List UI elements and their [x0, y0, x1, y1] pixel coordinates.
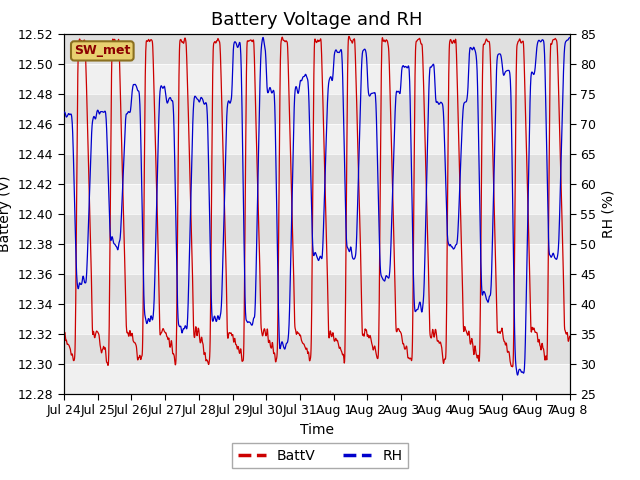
Bar [64, 363, 570, 394]
Title: Battery Voltage and RH: Battery Voltage and RH [211, 11, 422, 29]
Y-axis label: RH (%): RH (%) [602, 190, 616, 238]
X-axis label: Time: Time [300, 422, 334, 437]
Bar [64, 34, 570, 63]
Y-axis label: Battery (V): Battery (V) [0, 175, 12, 252]
Bar [64, 303, 570, 334]
Bar [64, 243, 570, 274]
Bar [64, 334, 570, 363]
Text: SW_met: SW_met [74, 44, 131, 58]
Bar [64, 183, 570, 214]
Bar [64, 94, 570, 123]
Bar [64, 154, 570, 183]
Bar [64, 214, 570, 243]
Bar [64, 63, 570, 94]
Bar [64, 123, 570, 154]
Legend: BattV, RH: BattV, RH [232, 443, 408, 468]
Bar [64, 274, 570, 303]
